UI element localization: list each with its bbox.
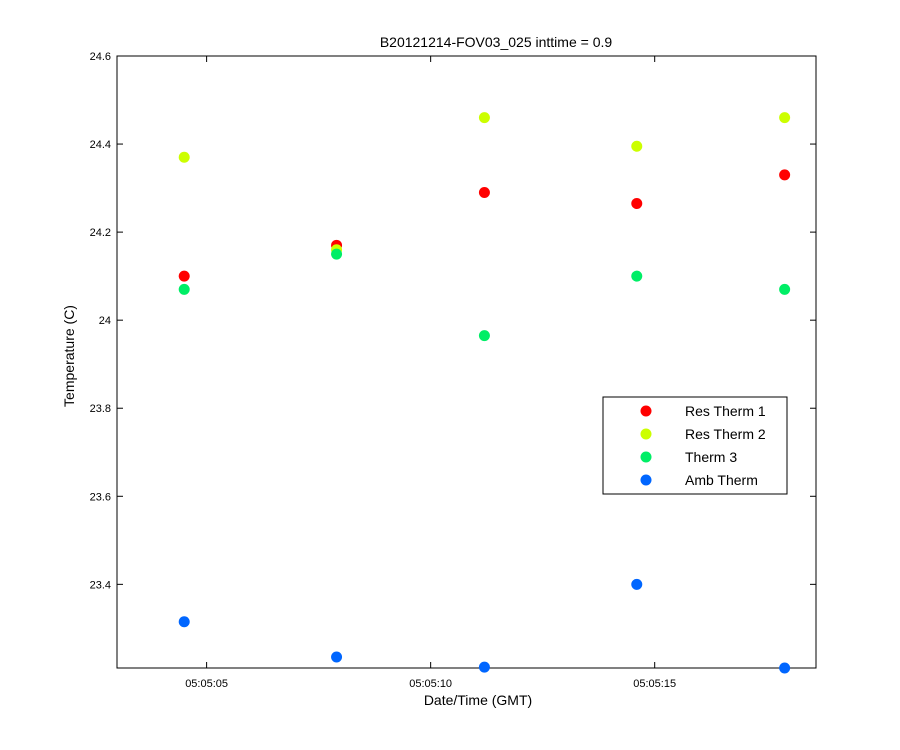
x-axis: 05:05:05 05:05:10 05:05:15	[185, 56, 676, 690]
point-res-therm-2-2	[478, 112, 490, 124]
legend: Res Therm 1 Res Therm 2 Therm 3 Amb Therm	[602, 396, 788, 495]
y-tick-label: 23.4	[90, 579, 111, 591]
legend-marker-0	[640, 405, 652, 417]
y-axis: 23.4 23.6 23.8 24 24.2 24.4 24.6	[90, 51, 816, 591]
chart-title: B20121214-FOV03_025 inttime = 0.9	[380, 34, 613, 50]
legend-entry-1: Res Therm 2	[685, 426, 766, 442]
legend-entry-0: Res Therm 1	[685, 403, 766, 419]
y-tick-label: 24.6	[90, 51, 111, 63]
legend-box	[602, 396, 788, 495]
x-tick-label: 05:05:15	[633, 678, 676, 690]
point-therm-3-1	[331, 248, 343, 260]
point-amb-therm-4	[779, 662, 791, 674]
legend-marker-2	[640, 451, 652, 463]
point-res-therm-2-0	[178, 151, 190, 163]
y-tick-label: 23.6	[90, 491, 111, 503]
point-therm-3-2	[478, 330, 490, 342]
point-res-therm-1-0	[178, 270, 190, 282]
point-res-therm-2-4	[779, 112, 791, 124]
point-therm-3-0	[178, 283, 190, 295]
plot-area	[116, 55, 817, 669]
legend-marker-1	[640, 428, 652, 440]
y-axis-label: Temperature (C)	[61, 305, 77, 407]
point-amb-therm-2	[478, 661, 490, 673]
point-therm-3-3	[631, 270, 643, 282]
point-res-therm-1-3	[631, 197, 643, 209]
legend-entry-2: Therm 3	[685, 449, 737, 465]
point-res-therm-1-2	[478, 186, 490, 198]
x-tick-label: 05:05:10	[409, 678, 452, 690]
point-amb-therm-0	[178, 616, 190, 628]
data-points	[178, 112, 791, 674]
point-therm-3-4	[779, 283, 791, 295]
point-amb-therm-3	[631, 578, 643, 590]
legend-marker-3	[640, 474, 652, 486]
x-axis-label: Date/Time (GMT)	[424, 692, 532, 708]
y-tick-label: 24.2	[90, 227, 111, 239]
legend-entry-3: Amb Therm	[685, 472, 758, 488]
y-tick-label: 24	[99, 315, 111, 327]
y-tick-label: 23.8	[90, 403, 111, 415]
x-tick-label: 05:05:05	[185, 678, 228, 690]
point-amb-therm-1	[331, 651, 343, 663]
point-res-therm-2-3	[631, 140, 643, 152]
y-tick-label: 24.4	[90, 139, 111, 151]
point-res-therm-1-4	[779, 169, 791, 181]
